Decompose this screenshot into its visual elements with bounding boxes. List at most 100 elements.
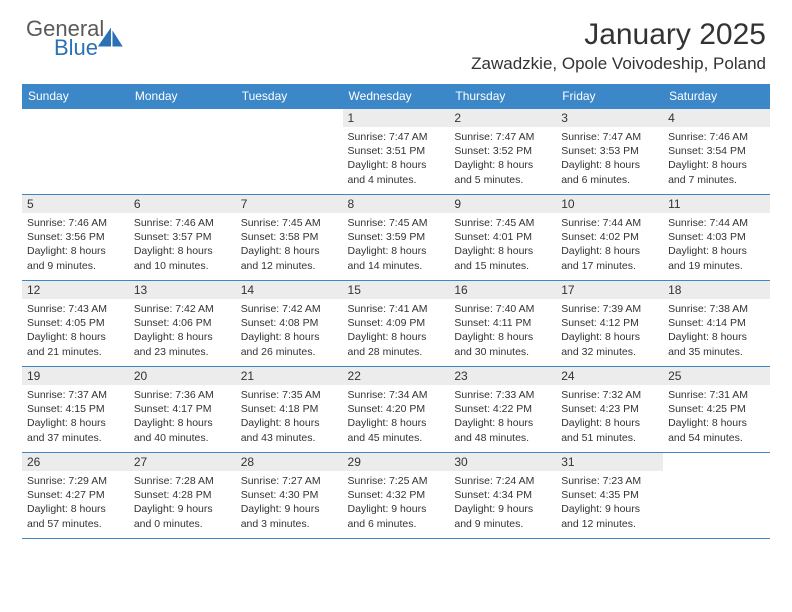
day-detail-line: Sunset: 3:54 PM: [668, 144, 765, 158]
day-detail-line: Sunrise: 7:41 AM: [348, 302, 445, 316]
day-detail-line: Sunset: 4:09 PM: [348, 316, 445, 330]
day-number: 29: [343, 453, 450, 471]
day-details: Sunrise: 7:45 AMSunset: 3:59 PMDaylight:…: [343, 213, 450, 277]
day-detail-line: Sunset: 4:17 PM: [134, 402, 231, 416]
day-details: Sunrise: 7:31 AMSunset: 4:25 PMDaylight:…: [663, 385, 770, 449]
day-detail-line: Sunrise: 7:46 AM: [668, 130, 765, 144]
day-detail-line: Daylight: 9 hours: [454, 502, 551, 516]
day-detail-line: Sunrise: 7:42 AM: [241, 302, 338, 316]
day-details: Sunrise: 7:37 AMSunset: 4:15 PMDaylight:…: [22, 385, 129, 449]
day-detail-line: Daylight: 8 hours: [454, 330, 551, 344]
day-detail-line: Sunrise: 7:32 AM: [561, 388, 658, 402]
day-number: 3: [556, 109, 663, 127]
day-number: 8: [343, 195, 450, 213]
day-detail-line: and 10 minutes.: [134, 259, 231, 273]
day-detail-line: Daylight: 8 hours: [348, 244, 445, 258]
day-cell: 15Sunrise: 7:41 AMSunset: 4:09 PMDayligh…: [343, 281, 450, 367]
day-details: Sunrise: 7:24 AMSunset: 4:34 PMDaylight:…: [449, 471, 556, 535]
day-detail-line: and 6 minutes.: [561, 173, 658, 187]
week-row: 26Sunrise: 7:29 AMSunset: 4:27 PMDayligh…: [22, 453, 770, 539]
day-detail-line: and 51 minutes.: [561, 431, 658, 445]
day-detail-line: Daylight: 8 hours: [134, 416, 231, 430]
day-detail-line: Sunset: 3:52 PM: [454, 144, 551, 158]
day-detail-line: and 9 minutes.: [454, 517, 551, 531]
day-detail-line: Sunrise: 7:36 AM: [134, 388, 231, 402]
day-cell: 13Sunrise: 7:42 AMSunset: 4:06 PMDayligh…: [129, 281, 236, 367]
day-detail-line: and 9 minutes.: [27, 259, 124, 273]
day-details: Sunrise: 7:33 AMSunset: 4:22 PMDaylight:…: [449, 385, 556, 449]
day-number: 16: [449, 281, 556, 299]
day-cell: 20Sunrise: 7:36 AMSunset: 4:17 PMDayligh…: [129, 367, 236, 453]
day-details: Sunrise: 7:46 AMSunset: 3:57 PMDaylight:…: [129, 213, 236, 277]
day-details: Sunrise: 7:45 AMSunset: 3:58 PMDaylight:…: [236, 213, 343, 277]
day-details: Sunrise: 7:29 AMSunset: 4:27 PMDaylight:…: [22, 471, 129, 535]
day-cell: 22Sunrise: 7:34 AMSunset: 4:20 PMDayligh…: [343, 367, 450, 453]
day-detail-line: Sunrise: 7:35 AM: [241, 388, 338, 402]
day-detail-line: Sunrise: 7:39 AM: [561, 302, 658, 316]
day-cell: 21Sunrise: 7:35 AMSunset: 4:18 PMDayligh…: [236, 367, 343, 453]
day-detail-line: Sunrise: 7:25 AM: [348, 474, 445, 488]
day-cell: [236, 109, 343, 195]
day-detail-line: Sunrise: 7:45 AM: [348, 216, 445, 230]
week-row: 1Sunrise: 7:47 AMSunset: 3:51 PMDaylight…: [22, 109, 770, 195]
day-number: 6: [129, 195, 236, 213]
day-detail-line: Daylight: 9 hours: [134, 502, 231, 516]
day-number: 4: [663, 109, 770, 127]
day-number: 2: [449, 109, 556, 127]
day-number: 24: [556, 367, 663, 385]
day-header: Saturday: [663, 84, 770, 109]
day-header: Monday: [129, 84, 236, 109]
logo-word-blue: Blue: [26, 37, 104, 59]
day-detail-line: Daylight: 8 hours: [27, 330, 124, 344]
day-detail-line: and 3 minutes.: [241, 517, 338, 531]
day-detail-line: and 35 minutes.: [668, 345, 765, 359]
day-detail-line: Daylight: 8 hours: [561, 244, 658, 258]
day-detail-line: and 43 minutes.: [241, 431, 338, 445]
day-detail-line: Sunset: 4:28 PM: [134, 488, 231, 502]
day-detail-line: and 57 minutes.: [27, 517, 124, 531]
day-detail-line: Sunrise: 7:23 AM: [561, 474, 658, 488]
day-cell: 14Sunrise: 7:42 AMSunset: 4:08 PMDayligh…: [236, 281, 343, 367]
day-details: Sunrise: 7:38 AMSunset: 4:14 PMDaylight:…: [663, 299, 770, 363]
day-detail-line: Sunset: 4:22 PM: [454, 402, 551, 416]
day-detail-line: Sunset: 4:01 PM: [454, 230, 551, 244]
day-number: 10: [556, 195, 663, 213]
day-cell: 9Sunrise: 7:45 AMSunset: 4:01 PMDaylight…: [449, 195, 556, 281]
day-number: 31: [556, 453, 663, 471]
day-number: 12: [22, 281, 129, 299]
day-detail-line: Daylight: 8 hours: [134, 244, 231, 258]
day-detail-line: Daylight: 8 hours: [454, 244, 551, 258]
day-cell: [129, 109, 236, 195]
month-title: January 2025: [471, 18, 766, 52]
day-detail-line: Daylight: 8 hours: [668, 416, 765, 430]
day-detail-line: and 19 minutes.: [668, 259, 765, 273]
day-cell: 3Sunrise: 7:47 AMSunset: 3:53 PMDaylight…: [556, 109, 663, 195]
day-detail-line: Sunrise: 7:38 AM: [668, 302, 765, 316]
day-details: Sunrise: 7:47 AMSunset: 3:53 PMDaylight:…: [556, 127, 663, 191]
day-cell: 6Sunrise: 7:46 AMSunset: 3:57 PMDaylight…: [129, 195, 236, 281]
day-details: Sunrise: 7:40 AMSunset: 4:11 PMDaylight:…: [449, 299, 556, 363]
day-number: 21: [236, 367, 343, 385]
day-details: Sunrise: 7:32 AMSunset: 4:23 PMDaylight:…: [556, 385, 663, 449]
day-cell: 4Sunrise: 7:46 AMSunset: 3:54 PMDaylight…: [663, 109, 770, 195]
day-details: Sunrise: 7:36 AMSunset: 4:17 PMDaylight:…: [129, 385, 236, 449]
day-detail-line: Sunset: 3:51 PM: [348, 144, 445, 158]
day-detail-line: Sunset: 4:06 PM: [134, 316, 231, 330]
day-detail-line: Sunset: 4:18 PM: [241, 402, 338, 416]
day-cell: 2Sunrise: 7:47 AMSunset: 3:52 PMDaylight…: [449, 109, 556, 195]
day-number: 14: [236, 281, 343, 299]
day-details: Sunrise: 7:46 AMSunset: 3:54 PMDaylight:…: [663, 127, 770, 191]
day-cell: 12Sunrise: 7:43 AMSunset: 4:05 PMDayligh…: [22, 281, 129, 367]
day-detail-line: and 48 minutes.: [454, 431, 551, 445]
day-cell: [663, 453, 770, 539]
day-detail-line: and 5 minutes.: [454, 173, 551, 187]
day-cell: [22, 109, 129, 195]
day-detail-line: and 54 minutes.: [668, 431, 765, 445]
day-cell: 11Sunrise: 7:44 AMSunset: 4:03 PMDayligh…: [663, 195, 770, 281]
day-detail-line: Sunset: 4:14 PM: [668, 316, 765, 330]
day-cell: 18Sunrise: 7:38 AMSunset: 4:14 PMDayligh…: [663, 281, 770, 367]
day-detail-line: Sunset: 3:58 PM: [241, 230, 338, 244]
day-detail-line: and 21 minutes.: [27, 345, 124, 359]
day-detail-line: Daylight: 8 hours: [27, 502, 124, 516]
day-detail-line: Sunset: 4:30 PM: [241, 488, 338, 502]
